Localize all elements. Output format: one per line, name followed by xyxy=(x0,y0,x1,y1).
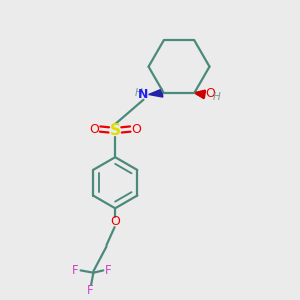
Polygon shape xyxy=(149,89,163,97)
Text: N: N xyxy=(138,88,149,101)
Text: H: H xyxy=(213,92,220,102)
Text: H: H xyxy=(134,88,142,98)
Text: F: F xyxy=(105,264,112,277)
Text: O: O xyxy=(110,215,120,228)
Text: O: O xyxy=(205,87,215,101)
Text: O: O xyxy=(89,122,99,136)
Text: S: S xyxy=(110,123,121,138)
Text: F: F xyxy=(87,284,94,297)
Text: O: O xyxy=(131,122,141,136)
Text: F: F xyxy=(72,264,79,277)
